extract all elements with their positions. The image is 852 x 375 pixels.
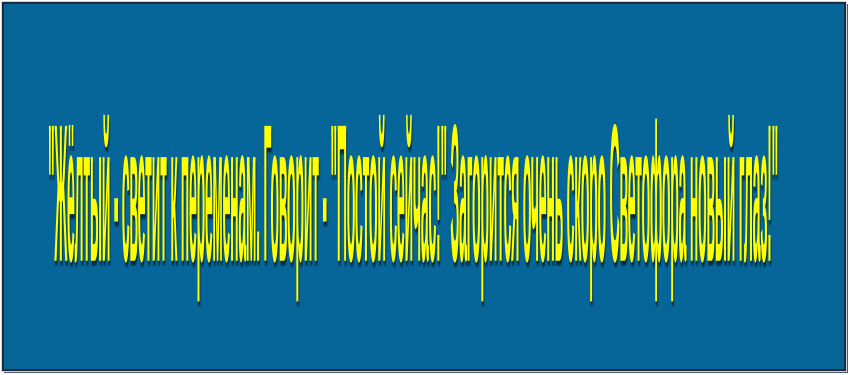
slide-caption-text: "Жёлтый - светит к переменам. Говорит - … xyxy=(48,89,778,305)
slide-canvas: "Жёлтый - светит к переменам. Говорит - … xyxy=(2,2,846,371)
caption-area: "Жёлтый - светит к переменам. Говорит - … xyxy=(48,99,778,349)
